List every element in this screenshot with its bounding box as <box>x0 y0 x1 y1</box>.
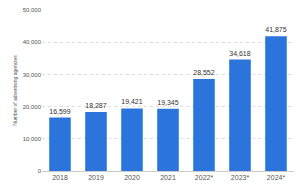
svg-text:19,421: 19,421 <box>121 98 143 105</box>
svg-text:2020: 2020 <box>124 174 140 181</box>
svg-text:50,000: 50,000 <box>23 7 42 13</box>
svg-text:41,875: 41,875 <box>265 26 287 33</box>
svg-text:16,599: 16,599 <box>49 108 71 115</box>
svg-text:0: 0 <box>38 168 42 174</box>
svg-text:34,618: 34,618 <box>229 50 251 57</box>
svg-text:2021: 2021 <box>160 174 176 181</box>
svg-text:30,000: 30,000 <box>23 72 42 78</box>
svg-text:2019: 2019 <box>88 174 104 181</box>
svg-text:2023*: 2023* <box>231 174 250 181</box>
svg-text:2024*: 2024* <box>267 174 286 181</box>
svg-text:10,000: 10,000 <box>23 136 42 142</box>
svg-text:2022*: 2022* <box>195 174 214 181</box>
svg-text:28,552: 28,552 <box>193 69 215 76</box>
svg-text:19,345: 19,345 <box>157 99 179 106</box>
svg-text:40,000: 40,000 <box>23 39 42 45</box>
svg-text:Number of advertising agencies: Number of advertising agencies <box>12 55 18 126</box>
svg-text:20,000: 20,000 <box>23 104 42 110</box>
svg-text:2018: 2018 <box>52 174 68 181</box>
svg-text:18,287: 18,287 <box>85 102 107 109</box>
